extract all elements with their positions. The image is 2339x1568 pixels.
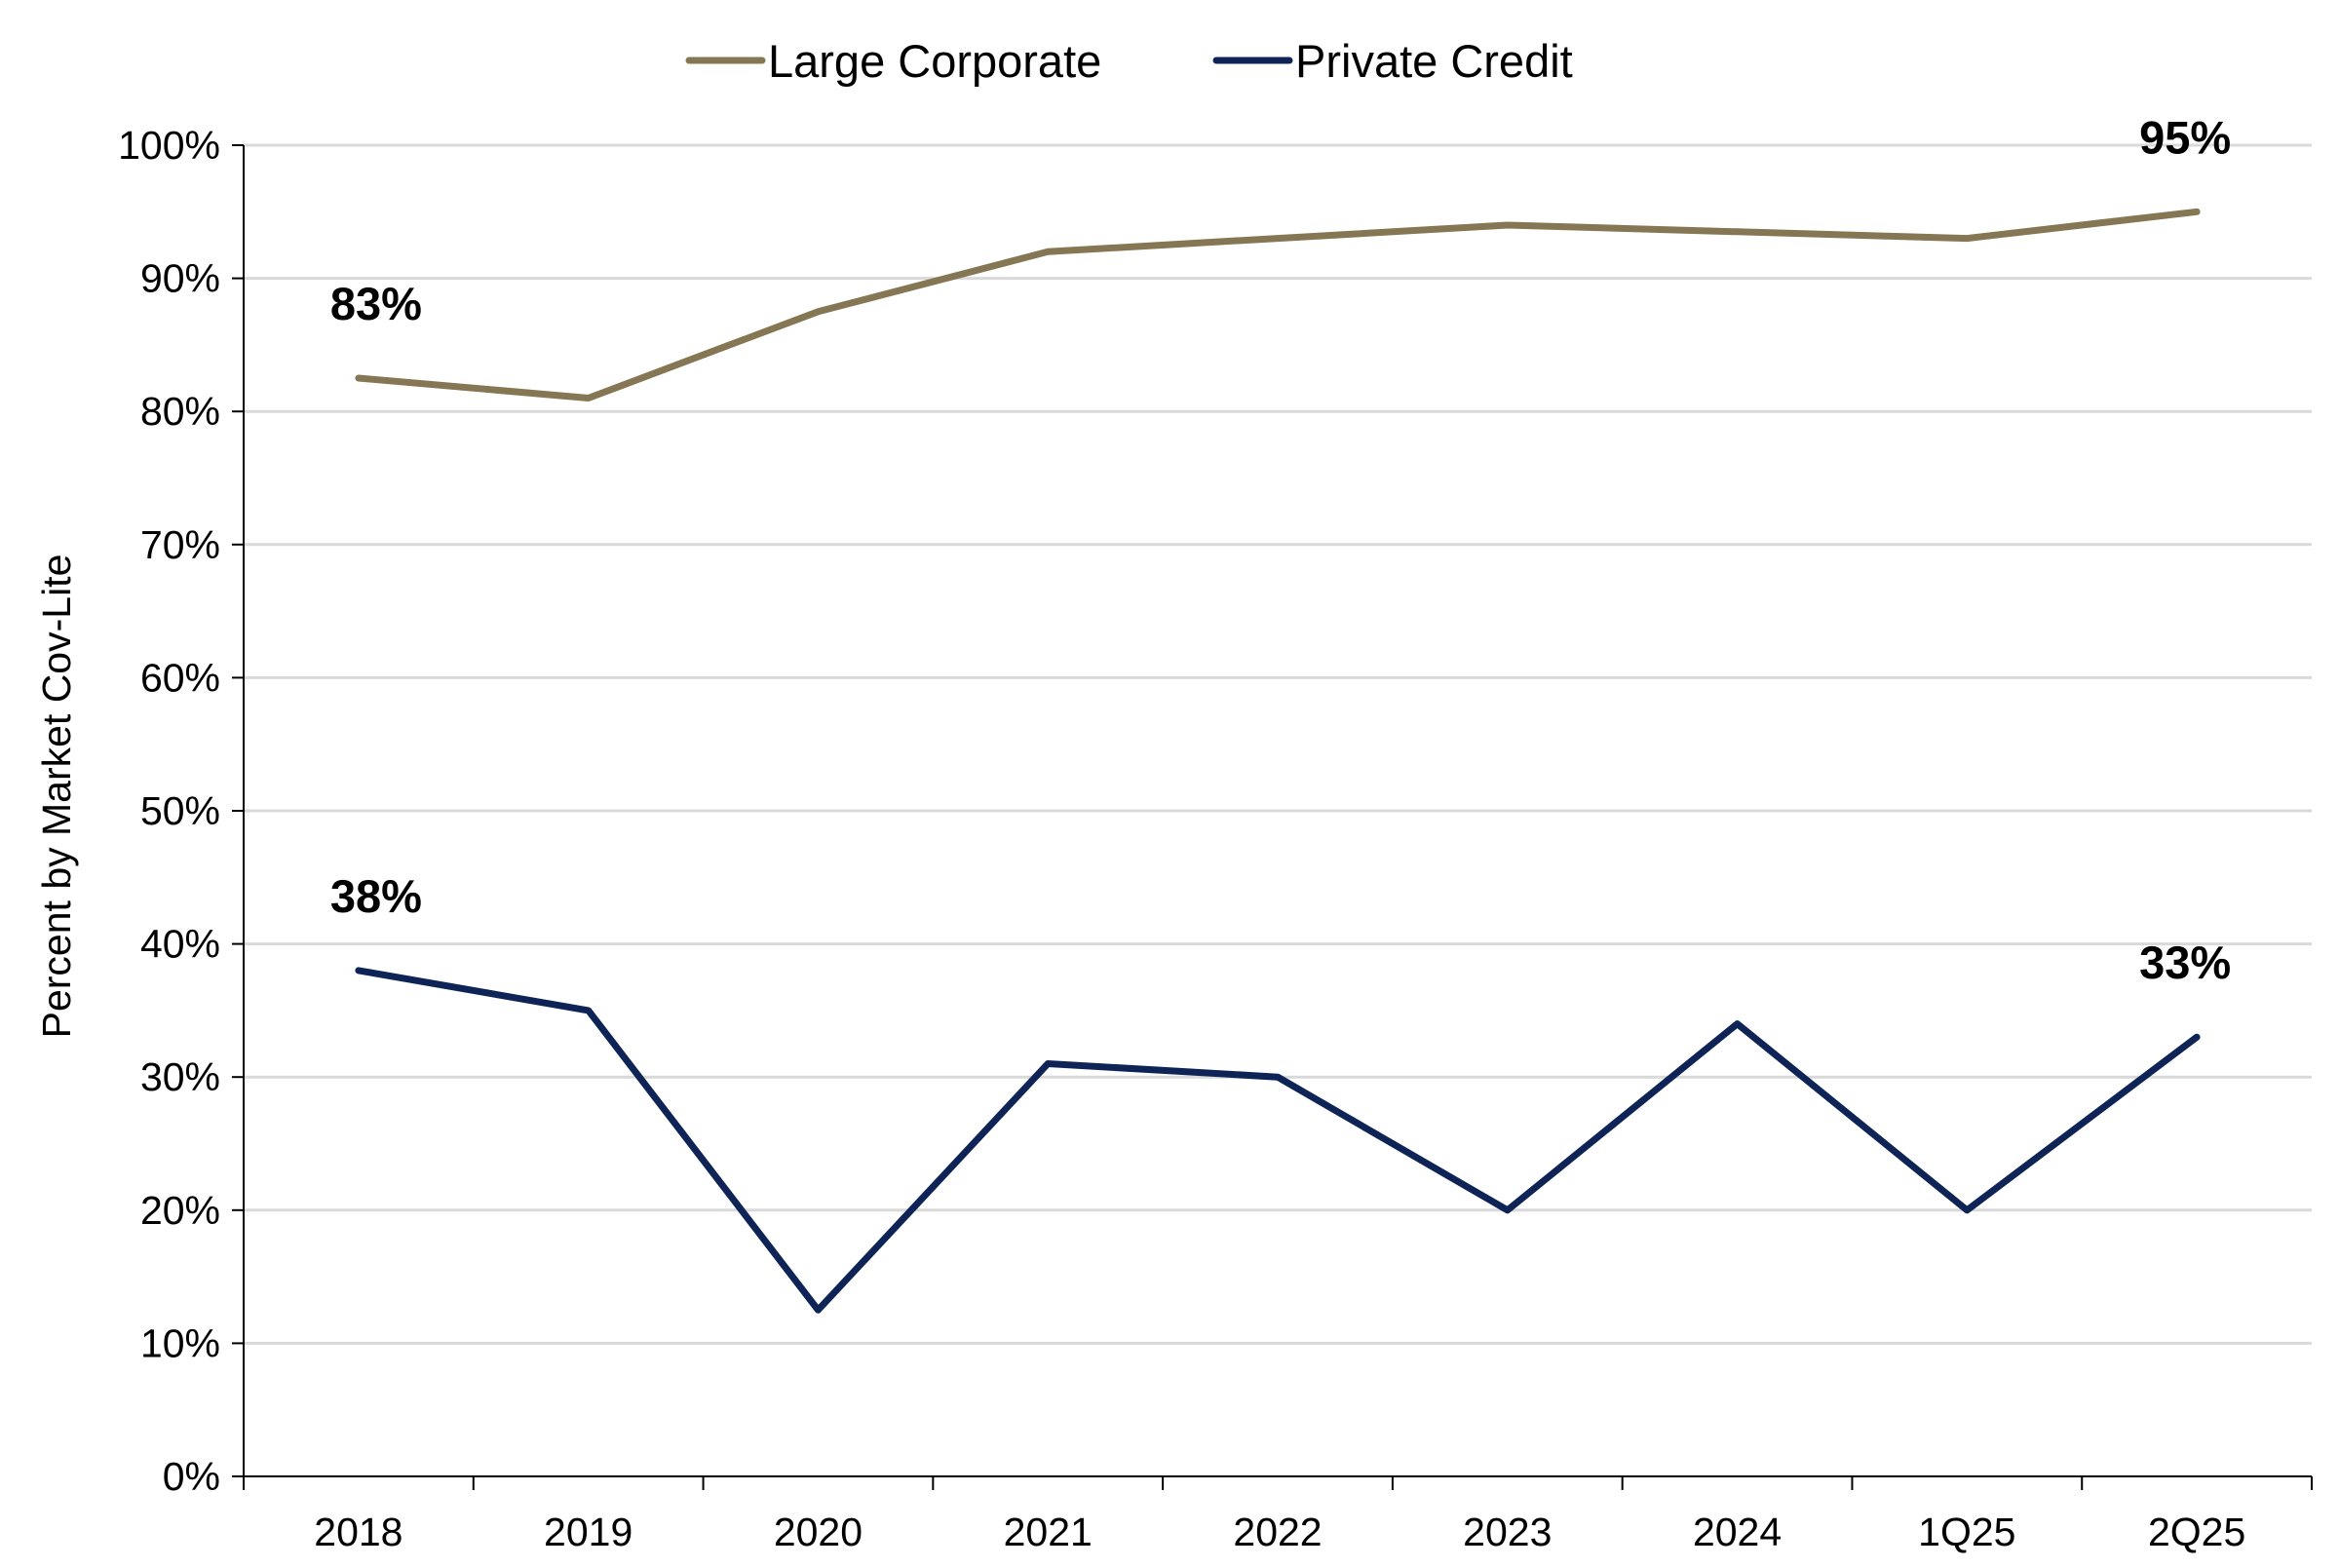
x-axis-ticks: 2018 2019 2020 2021 2022 2023 2024 1Q25 2Q25 [243,1476,2313,1554]
x-tick-label: 2023 [1463,1510,1552,1554]
y-tick-label: 40% [140,922,220,967]
x-tick-label: 1Q25 [1918,1510,2015,1554]
x-tick-label: 2021 [1004,1510,1093,1554]
x-tick-label: 2019 [544,1510,633,1554]
y-tick-label: 30% [140,1054,220,1099]
series-lines [355,208,2201,1314]
y-tick-label: 0% [163,1454,220,1499]
legend-label: Large Corporate [768,35,1101,87]
y-tick-label: 50% [140,788,220,833]
legend: Large Corporate Private Credit [685,35,1573,87]
legend-label: Private Credit [1295,35,1573,87]
data-label: 95% [2139,111,2231,163]
x-tick-label: 2020 [774,1510,863,1554]
y-axis-ticks: 0% 10% 20% 30% 40% 50% 60% 70% 80% 90% 100% [118,123,244,1499]
y-tick-label: 70% [140,522,220,567]
y-tick-label: 20% [140,1188,220,1233]
y-tick-label: 100% [118,123,220,168]
x-tick-label: 2018 [314,1510,403,1554]
gridlines [244,143,2312,1345]
data-label: 38% [330,870,422,922]
y-tick-label: 90% [140,256,220,301]
y-axis-title: Percent by Market Cov-Lite [34,555,79,1039]
x-tick-label: 2022 [1233,1510,1322,1554]
series-line-private-credit [355,967,2201,1314]
data-labels: 83% 95% 38% 33% [330,111,2231,988]
data-label: 83% [330,278,422,329]
y-tick-label: 60% [140,655,220,700]
data-label: 33% [2139,937,2231,988]
y-tick-label: 10% [140,1320,220,1365]
x-tick-label: 2Q25 [2148,1510,2245,1554]
series-line-large-corporate [355,208,2201,402]
y-tick-label: 80% [140,389,220,434]
x-tick-label: 2024 [1693,1510,1782,1554]
